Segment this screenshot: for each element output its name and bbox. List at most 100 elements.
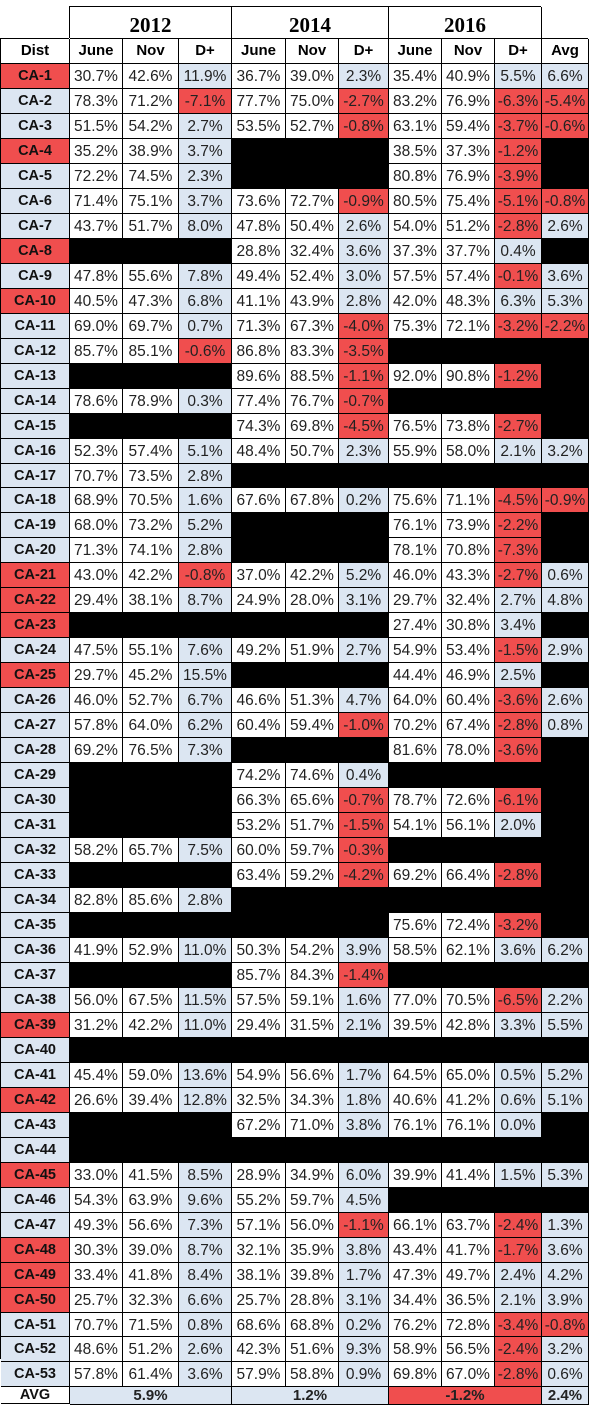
- dplus-value: -3.9%: [495, 164, 542, 189]
- dplus-value: 5.1%: [179, 439, 232, 464]
- dplus-value: 8.5%: [179, 1163, 232, 1188]
- dplus-value: 0.4%: [339, 763, 389, 788]
- nov-value: 78.9%: [123, 389, 179, 414]
- nov-value: 39.0%: [123, 1238, 179, 1263]
- nov-value: 59.2%: [286, 863, 339, 888]
- nov-value: 75.4%: [442, 189, 495, 214]
- june-value: 81.6%: [389, 738, 442, 763]
- district-label: CA-52: [1, 1337, 70, 1362]
- dplus-value: 11.9%: [179, 64, 232, 89]
- nov-value: 50.7%: [286, 439, 339, 464]
- no-data-block: [542, 1188, 589, 1213]
- nov-value: 71.5%: [123, 1313, 179, 1337]
- district-label: CA-41: [1, 1063, 70, 1088]
- june-value: 29.4%: [232, 1013, 286, 1038]
- june-value: 89.6%: [232, 364, 286, 389]
- june-value: 78.6%: [70, 389, 123, 414]
- nov-value: 51.7%: [286, 813, 339, 838]
- nov-value: 74.6%: [286, 763, 339, 788]
- district-label: CA-42: [1, 1088, 70, 1113]
- avg-value: 4.2%: [542, 1263, 589, 1288]
- no-data-block: [389, 838, 542, 863]
- district-label: CA-19: [1, 513, 70, 538]
- nov-value: 43.3%: [442, 563, 495, 588]
- dplus-value: 6.8%: [179, 289, 232, 314]
- district-label: CA-33: [1, 863, 70, 888]
- june-value: 36.7%: [232, 64, 286, 89]
- no-data-block: [389, 389, 542, 414]
- june-value: 52.3%: [70, 439, 123, 464]
- district-label: CA-16: [1, 439, 70, 464]
- nov-value: 62.1%: [442, 938, 495, 963]
- dplus-value: -2.8%: [495, 713, 542, 738]
- dplus-value: 2.1%: [495, 439, 542, 464]
- district-label: CA-30: [1, 788, 70, 813]
- avg-value: 3.2%: [542, 1337, 589, 1362]
- dplus-value: 0.4%: [495, 239, 542, 264]
- june-value: 63.1%: [389, 114, 442, 139]
- district-label: CA-4: [1, 139, 70, 164]
- no-data-block: [232, 663, 389, 688]
- june-value: 41.1%: [232, 289, 286, 314]
- june-value: 71.4%: [70, 189, 123, 214]
- june-value: 57.8%: [70, 1362, 123, 1387]
- june-value: 27.4%: [389, 613, 442, 638]
- no-data-block: [232, 738, 389, 763]
- june-value: 58.2%: [70, 838, 123, 863]
- district-label: CA-20: [1, 538, 70, 563]
- nov-value: 37.3%: [442, 139, 495, 164]
- june-value: 76.1%: [389, 513, 442, 538]
- no-data-block: [232, 888, 389, 913]
- avg-value: 5.3%: [542, 1163, 589, 1188]
- june-value: 85.7%: [70, 339, 123, 364]
- district-label: CA-50: [1, 1288, 70, 1313]
- district-label: CA-47: [1, 1213, 70, 1238]
- no-data-block: [542, 1038, 589, 1063]
- avg-value: 2.6%: [542, 214, 589, 239]
- dplus-value: -2.7%: [339, 89, 389, 114]
- nov-value: 50.4%: [286, 214, 339, 239]
- dplus-value: 1.6%: [339, 988, 389, 1013]
- dplus-value: 8.7%: [179, 588, 232, 613]
- district-label: CA-53: [1, 1362, 70, 1387]
- june-value: 74.2%: [232, 763, 286, 788]
- june-value: 37.3%: [389, 239, 442, 264]
- nov-value: 52.4%: [286, 264, 339, 289]
- june-value: 35.4%: [389, 64, 442, 89]
- dplus-value: -1.1%: [339, 1213, 389, 1238]
- june-value: 32.1%: [232, 1238, 286, 1263]
- nov-value: 78.0%: [442, 738, 495, 763]
- nov-value: 56.6%: [286, 1063, 339, 1088]
- no-data-block: [542, 813, 589, 838]
- avg-value: -0.8%: [542, 189, 589, 214]
- june-value: 54.0%: [389, 214, 442, 239]
- june-value: 49.4%: [232, 264, 286, 289]
- nov-value: 32.3%: [123, 1288, 179, 1313]
- no-data-block: [70, 1113, 232, 1138]
- nov-value: 31.5%: [286, 1013, 339, 1038]
- no-data-block: [389, 1138, 542, 1163]
- june-value: 31.2%: [70, 1013, 123, 1038]
- no-data-block: [542, 1138, 589, 1163]
- district-label: CA-45: [1, 1163, 70, 1188]
- year-left-border: [69, 6, 70, 38]
- avg-value: 5.5%: [542, 1013, 589, 1038]
- nov-value: 28.0%: [286, 588, 339, 613]
- nov-value: 70.8%: [442, 538, 495, 563]
- dplus-value: 11.0%: [179, 938, 232, 963]
- no-data-block: [542, 888, 589, 913]
- nov-value: 59.7%: [286, 838, 339, 863]
- dplus-value: -3.6%: [495, 688, 542, 713]
- june-value: 49.2%: [232, 638, 286, 663]
- june-value: 40.6%: [389, 1088, 442, 1113]
- no-data-block: [542, 389, 589, 414]
- no-data-block: [389, 1188, 542, 1213]
- nov-value: 54.2%: [286, 938, 339, 963]
- no-data-block: [542, 339, 589, 364]
- june-value: 57.5%: [389, 264, 442, 289]
- year-header: 2014: [232, 7, 389, 39]
- year-header: 2012: [70, 7, 232, 39]
- june-value: 64.0%: [389, 688, 442, 713]
- june-value: 77.7%: [232, 89, 286, 114]
- nov-value: 59.0%: [123, 1063, 179, 1088]
